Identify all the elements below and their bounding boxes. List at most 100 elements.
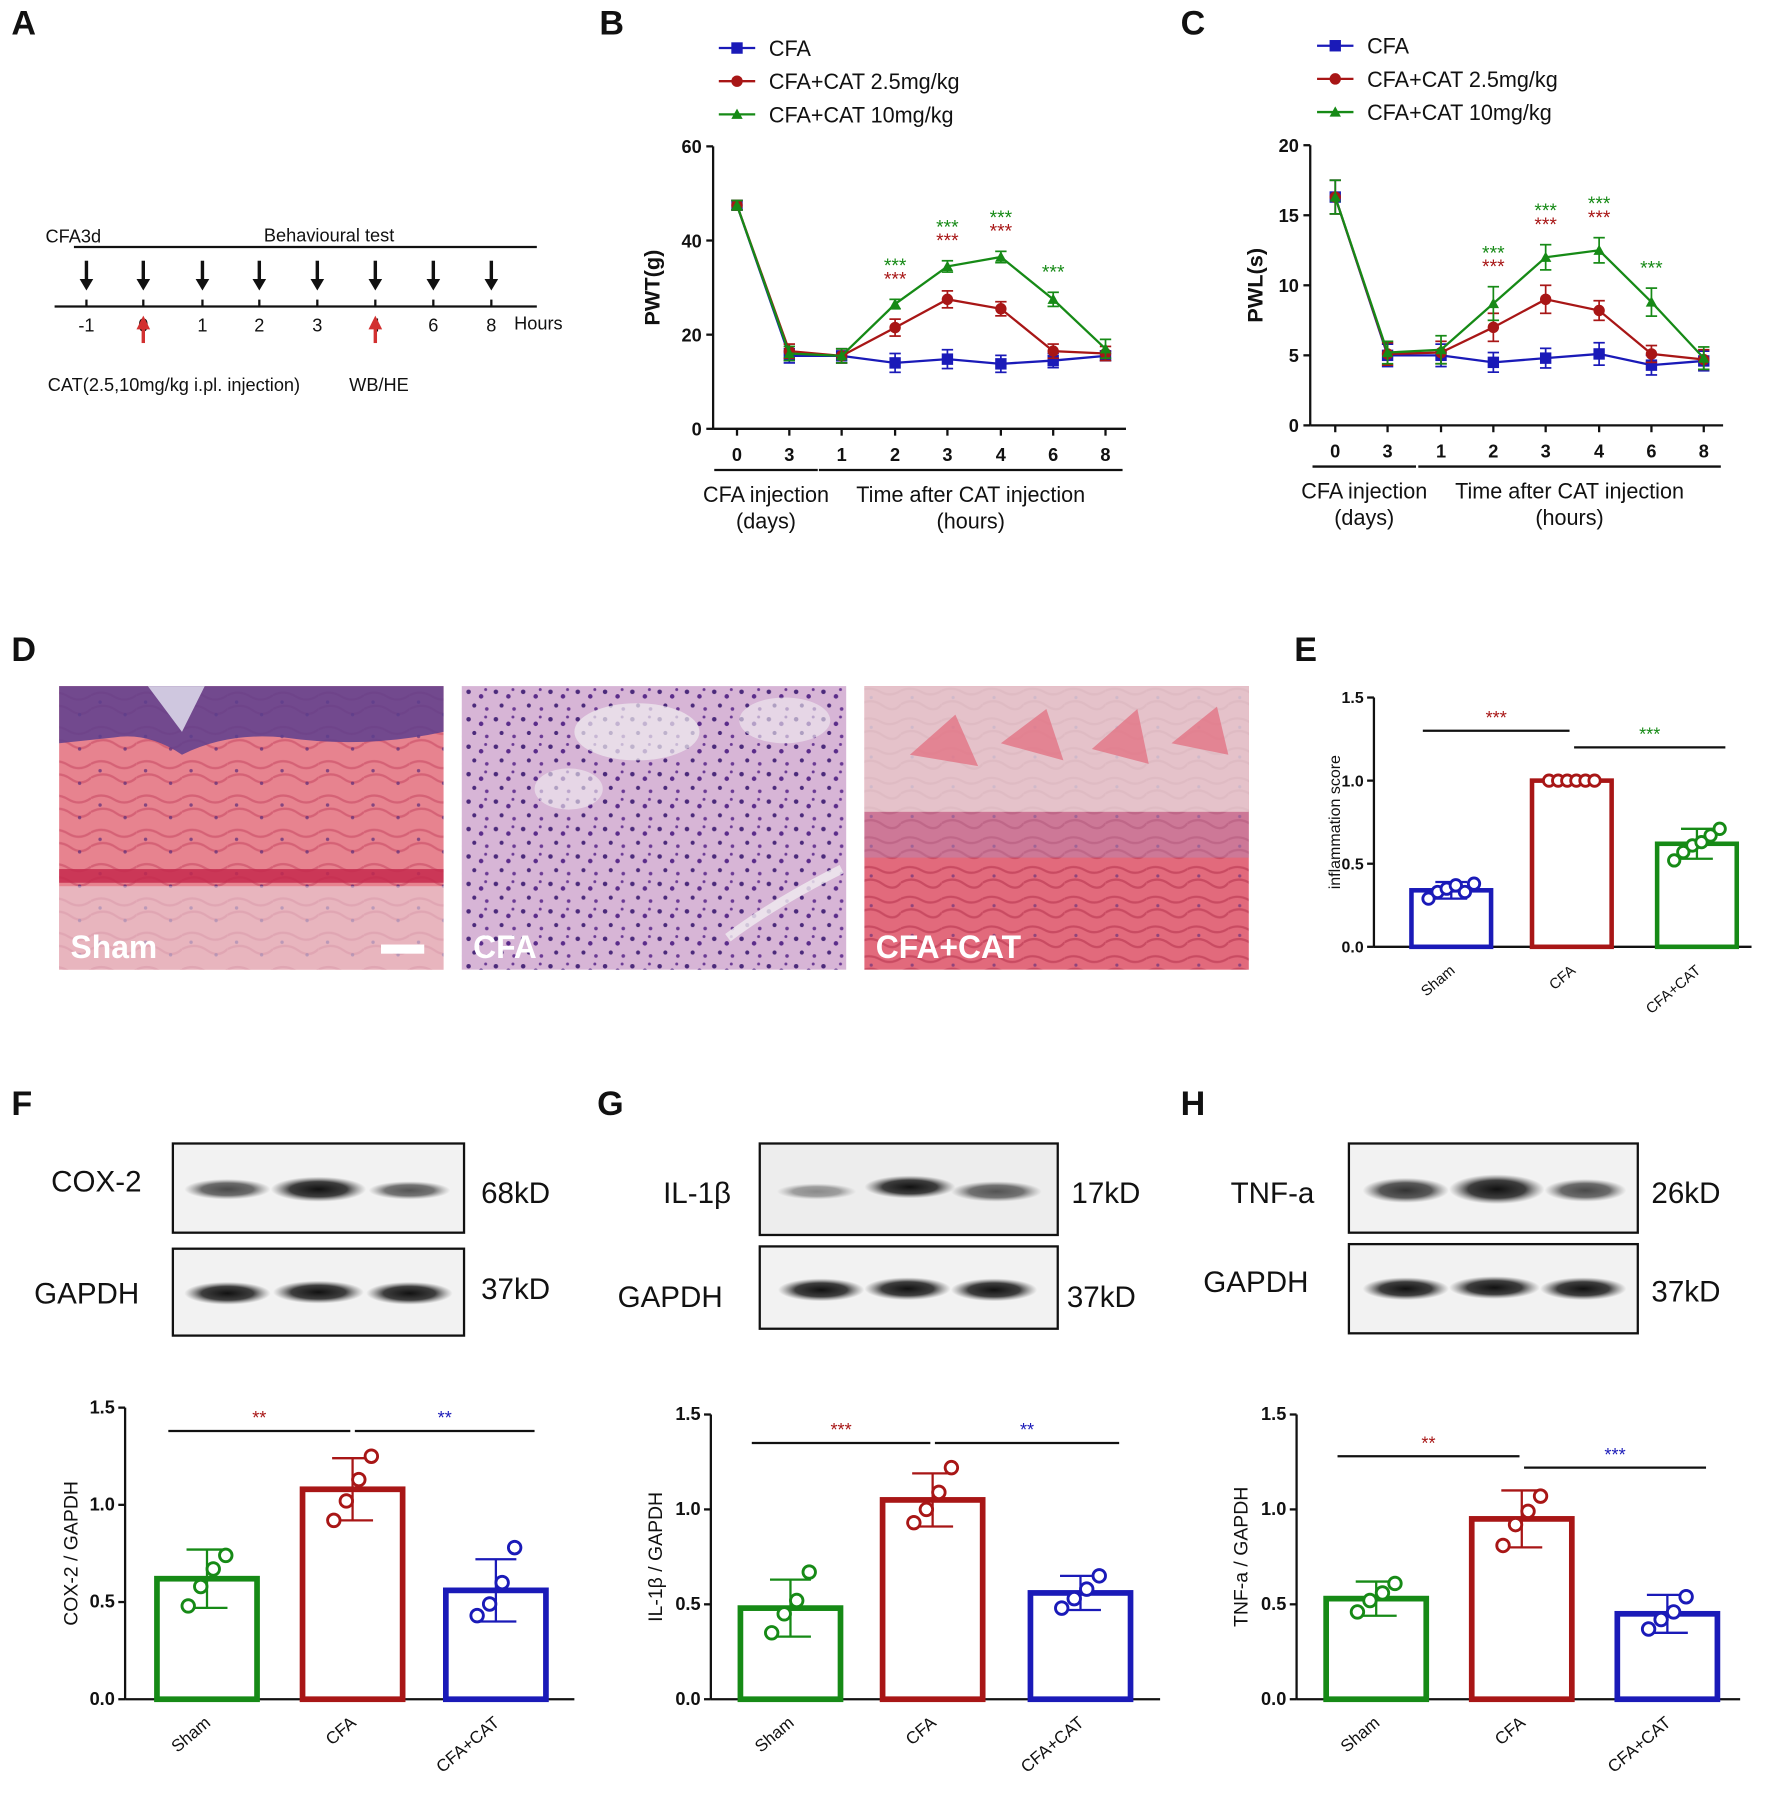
- data-point: [1676, 844, 1691, 860]
- series-cfa-cat-10mg-kg: [1329, 179, 1710, 371]
- y-tick-label: 0.5: [90, 1591, 115, 1612]
- blot-g-ref-label: GAPDH: [618, 1281, 723, 1314]
- blot-h-band: [1448, 1276, 1540, 1300]
- blot-g-protein-kd: 17kD: [1071, 1177, 1140, 1210]
- data-point: [889, 298, 901, 309]
- blot-f-protein-kd: 68kD: [481, 1177, 550, 1210]
- x-tick-label: CFA+CAT: [1017, 1713, 1088, 1777]
- blot-panel-f: COX-2 68kD GAPDH 37kD: [34, 1142, 550, 1337]
- x-tick-label: 2: [1488, 440, 1498, 461]
- data-point: [1665, 1604, 1682, 1620]
- y-tick-label: 10: [1279, 275, 1299, 296]
- blot-h-band: [1448, 1174, 1545, 1205]
- down-arrow-icon: [426, 279, 441, 291]
- x-group-label: Time after CAT injection: [856, 482, 1085, 507]
- x-group-label: (hours): [1535, 505, 1603, 530]
- up-arrow-icon: [136, 315, 151, 330]
- y-tick-label: 5: [1289, 345, 1299, 366]
- data-point: [1329, 73, 1341, 85]
- data-point: [1532, 1488, 1549, 1504]
- y-tick-label: 0.5: [1342, 856, 1364, 873]
- panel-label-b: B: [599, 4, 624, 42]
- significance-mark: ***: [1588, 207, 1611, 229]
- data-point: [1712, 821, 1727, 836]
- data-point: [180, 1598, 196, 1614]
- data-point: [1329, 191, 1341, 202]
- blot-h-band: [1362, 1277, 1449, 1301]
- y-tick-label: 1.0: [1342, 773, 1364, 790]
- significance-mark: ***: [1486, 707, 1507, 728]
- x-tick-label: 0: [732, 444, 742, 465]
- data-point: [789, 1592, 805, 1609]
- blot-f-band: [366, 1281, 453, 1305]
- series-line: [735, 204, 1106, 358]
- timeline-tick-label: 1: [197, 315, 207, 336]
- blot-g-band: [864, 1277, 951, 1301]
- timeline-tick-label: 2: [254, 315, 264, 336]
- significance-mark: ***: [1482, 256, 1505, 278]
- data-point: [801, 1564, 817, 1580]
- significance-mark: ***: [884, 255, 907, 277]
- data-point: [1099, 343, 1112, 354]
- y-tick-label: 60: [682, 136, 702, 157]
- data-point: [1421, 891, 1436, 906]
- data-point: [1520, 1503, 1536, 1520]
- significance-mark: ***: [1640, 257, 1663, 279]
- panel-label-a: A: [11, 4, 36, 42]
- x-tick-label: 3: [784, 444, 794, 465]
- significance-mark: ***: [1639, 723, 1660, 744]
- significance-mark: ***: [1588, 193, 1611, 215]
- y-tick-label: 0.0: [1261, 1688, 1286, 1709]
- blot-g-ref-kd: 37kD: [1067, 1281, 1136, 1314]
- y-tick-label: 0: [692, 419, 702, 440]
- x-tick-label: CFA+CAT: [433, 1713, 504, 1777]
- data-point: [1507, 1516, 1524, 1533]
- blot-g-protein-label: IL-1β: [663, 1177, 731, 1210]
- significance-mark: **: [252, 1407, 266, 1428]
- data-point: [469, 1607, 485, 1624]
- data-point: [1539, 293, 1552, 306]
- data-point: [205, 1561, 221, 1577]
- data-point: [764, 1625, 780, 1641]
- x-tick-label: 8: [1100, 444, 1110, 465]
- y-tick-label: 40: [682, 230, 702, 251]
- data-point: [1694, 834, 1709, 850]
- data-point: [731, 75, 743, 87]
- series-line: [735, 204, 1107, 358]
- data-point: [1329, 106, 1341, 117]
- y-tick-label: 1.0: [1261, 1498, 1286, 1519]
- data-point: [835, 350, 848, 361]
- data-point: [1487, 356, 1500, 369]
- chart-tnfa-gapdh: 0.0 0.5 1.0 1.5 TNF-a / GAPDH Sham CFA CFA+CAT *…: [1231, 1403, 1741, 1777]
- y-tick-label: 0.0: [90, 1688, 115, 1709]
- data-point: [1593, 244, 1605, 255]
- histology-label-cfa-cat: CFA+CAT: [876, 929, 1022, 965]
- down-arrow-icon: [310, 279, 325, 291]
- x-tick-label: 3: [1383, 440, 1393, 461]
- data-point: [995, 303, 1007, 315]
- data-point: [481, 1596, 498, 1612]
- panel-label-f: F: [11, 1085, 32, 1123]
- down-arrow-icon: [252, 279, 267, 291]
- panel-label-g: G: [597, 1085, 624, 1123]
- x-group-label: CFA injection: [703, 482, 829, 507]
- bar: [1529, 778, 1614, 950]
- x-tick-label: 1: [1436, 440, 1446, 461]
- data-point: [941, 293, 954, 306]
- x-group-label: (hours): [937, 508, 1005, 533]
- x-tick-label: CFA+CAT: [1643, 963, 1704, 1018]
- x-tick-label: 4: [1594, 440, 1605, 461]
- data-point: [776, 1606, 792, 1622]
- schematic-cfa-label: CFA3d: [45, 225, 101, 246]
- x-tick-label: 2: [890, 444, 900, 465]
- significance-mark: ***: [1534, 200, 1557, 222]
- y-axis-title: COX-2 / GAPDH: [60, 1481, 82, 1626]
- x-tick-label: 6: [1646, 440, 1656, 461]
- data-point: [1387, 1575, 1403, 1592]
- data-point: [1457, 884, 1473, 900]
- histology-label-sham: Sham: [71, 929, 158, 965]
- bar: [299, 1486, 406, 1703]
- data-point: [1593, 304, 1605, 317]
